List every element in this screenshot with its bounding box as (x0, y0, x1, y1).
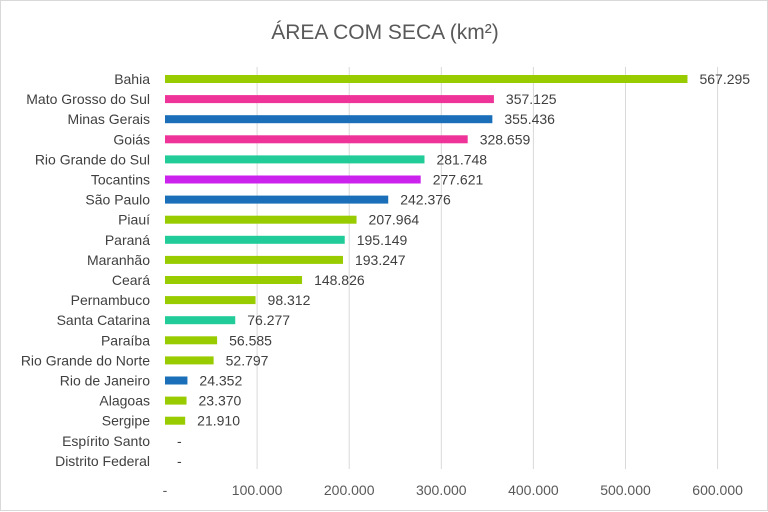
data-label: 193.247 (355, 252, 406, 268)
data-label: 207.964 (369, 212, 420, 228)
bar (165, 356, 214, 365)
category-label: Goiás (113, 131, 150, 147)
bar (165, 416, 186, 425)
bar (165, 215, 357, 224)
bar (165, 155, 425, 164)
category-label: Ceará (112, 272, 150, 288)
data-label: 242.376 (400, 192, 451, 208)
category-label: Piauí (118, 212, 150, 228)
category-label: São Paulo (85, 192, 150, 208)
bar (165, 135, 468, 144)
x-tick-label: 200.000 (324, 482, 375, 498)
data-label: 21.910 (197, 413, 240, 429)
data-label: 277.621 (433, 172, 484, 188)
category-label: Pernambuco (71, 292, 151, 308)
category-label: Espírito Santo (62, 433, 150, 449)
category-label: Mato Grosso do Sul (26, 91, 150, 107)
bar (165, 175, 421, 184)
x-tick-label: 600.000 (692, 482, 743, 498)
x-tick-label: 500.000 (600, 482, 651, 498)
x-tick-label: 100.000 (232, 482, 283, 498)
bar (165, 336, 218, 345)
bar (165, 75, 688, 83)
bar (165, 255, 343, 264)
data-label: 567.295 (699, 71, 750, 87)
bar (165, 276, 303, 284)
grid-lines (256, 67, 719, 469)
data-label: 355.436 (504, 111, 555, 127)
category-label: Alagoas (99, 393, 150, 409)
bar (165, 235, 345, 244)
data-label: 76.277 (247, 312, 290, 328)
category-label: Sergipe (102, 413, 150, 429)
data-label: - (177, 453, 182, 469)
category-label: Distrito Federal (55, 453, 150, 469)
bar (165, 376, 188, 385)
bar (165, 396, 187, 405)
data-label: 52.797 (226, 352, 269, 368)
data-label: 24.352 (199, 373, 242, 389)
category-label: Rio Grande do Norte (21, 352, 150, 368)
x-axis-ticks: - 100.000 200.000 300.000 400.000 500.000 600.… (163, 482, 743, 498)
data-label: 98.312 (268, 292, 311, 308)
bars (165, 75, 688, 425)
data-label: 357.125 (506, 91, 557, 107)
category-labels: Bahia Mato Grosso do Sul Minas Gerais Goiás… (21, 71, 150, 469)
category-label: Maranhão (87, 252, 150, 268)
category-label: Rio Grande do Sul (35, 151, 150, 167)
data-label: - (177, 433, 182, 449)
data-label: 328.659 (480, 131, 531, 147)
bar (165, 115, 493, 124)
bar (165, 296, 256, 305)
category-label: Santa Catarina (57, 312, 151, 328)
category-label: Paraíba (101, 332, 150, 348)
bar (165, 195, 389, 204)
category-label: Tocantins (91, 172, 150, 188)
data-label: 148.826 (314, 272, 365, 288)
data-label: 56.585 (229, 332, 272, 348)
x-tick-label: 400.000 (508, 482, 559, 498)
category-label: Paraná (105, 232, 150, 248)
category-label: Bahia (114, 71, 150, 87)
chart-title: ÁREA COM SECA (km²) (271, 21, 499, 44)
category-label: Rio de Janeiro (60, 373, 150, 389)
data-label: 195.149 (357, 232, 408, 248)
bar (165, 316, 236, 325)
data-label: 281.748 (436, 151, 487, 167)
data-labels: 567.295 357.125 355.436 328.659 281.748 277.6… (177, 71, 750, 469)
category-label: Minas Gerais (68, 111, 150, 127)
bar (165, 95, 494, 104)
x-tick-label: - (163, 482, 168, 498)
x-tick-label: 300.000 (416, 482, 467, 498)
data-label: 23.370 (199, 393, 242, 409)
